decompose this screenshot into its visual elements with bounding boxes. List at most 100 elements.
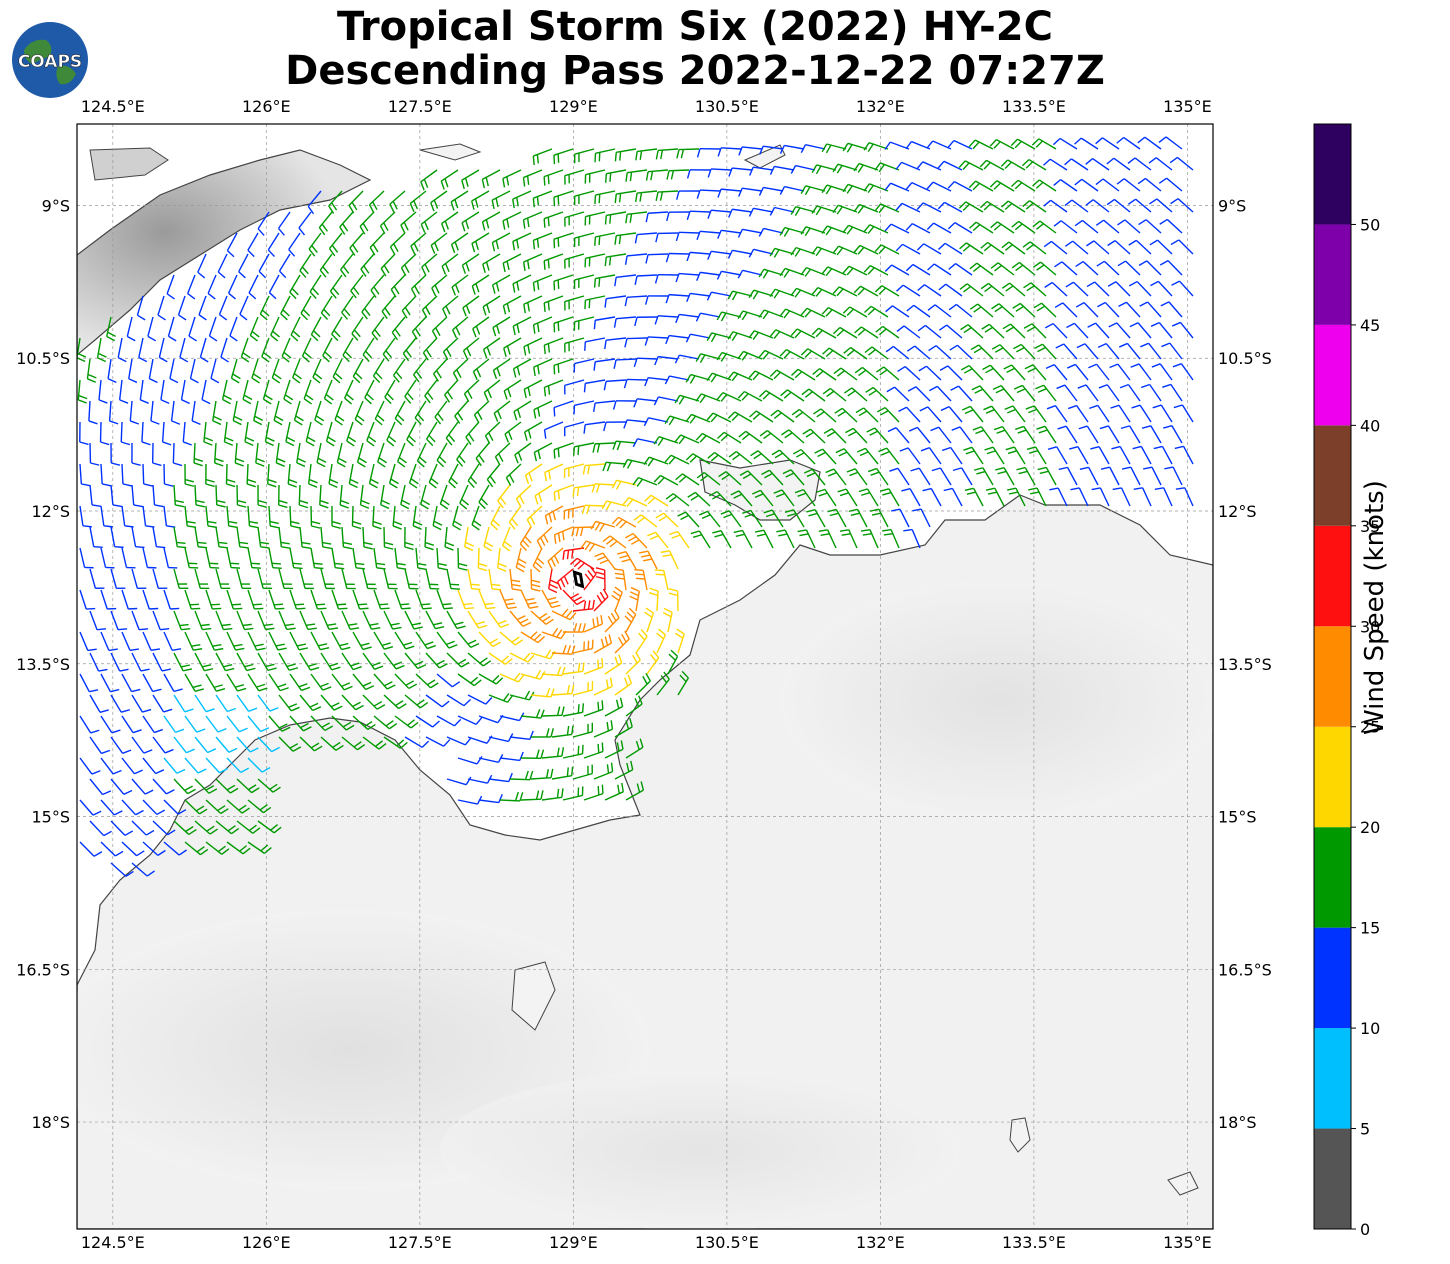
wind-barb — [415, 631, 436, 650]
wind-barb — [121, 463, 132, 487]
wind-barb — [422, 337, 438, 361]
wind-barb — [491, 190, 511, 210]
wind-barb — [163, 505, 176, 528]
wind-barb — [758, 227, 784, 237]
wind-barb — [675, 231, 700, 242]
wind-barb — [737, 350, 763, 361]
wind-barb — [1118, 301, 1141, 318]
wind-barb — [100, 757, 122, 775]
wind-barb — [821, 306, 847, 318]
wind-barb — [895, 161, 921, 171]
wind-barb — [471, 274, 490, 295]
wind-barb — [668, 588, 679, 612]
wind-barb — [1158, 136, 1183, 150]
wind-barb — [716, 392, 742, 402]
wind-barb — [173, 484, 185, 508]
wind-barb — [1023, 323, 1047, 339]
wind-barb — [676, 148, 700, 159]
wind-barb — [491, 274, 511, 294]
wind-barb — [316, 442, 327, 468]
wind-barb — [236, 610, 254, 631]
wind-barb — [947, 222, 973, 234]
wind-barb — [415, 715, 440, 728]
wind-barb — [1169, 156, 1194, 171]
wind-barb — [240, 337, 251, 363]
wind-barb — [979, 159, 1005, 171]
wind-barb — [526, 505, 543, 528]
wind-barb — [392, 358, 406, 383]
wind-barb — [184, 841, 209, 856]
wind-barb — [488, 772, 513, 783]
wind-barb — [320, 295, 333, 321]
wind-barb — [943, 487, 963, 507]
wind-barb — [131, 736, 153, 754]
wind-barb — [446, 568, 460, 590]
wind-barb — [625, 738, 644, 759]
wind-barb — [1032, 220, 1057, 234]
wind-barb — [635, 629, 648, 654]
wind-barb — [352, 715, 376, 731]
wind-barb — [309, 274, 322, 299]
wind-barb — [478, 484, 490, 510]
wind-barb — [1100, 466, 1120, 486]
wind-barb — [227, 274, 238, 300]
wind-barb — [457, 715, 483, 726]
wind-barb — [624, 532, 648, 549]
wind-barb — [184, 589, 201, 610]
wind-barb — [79, 463, 91, 487]
wind-barb — [205, 547, 220, 569]
wind-barb — [199, 337, 209, 363]
timor-island — [77, 149, 372, 356]
colorbar-bin — [1314, 324, 1351, 426]
wind-barb — [89, 610, 107, 631]
wind-barb — [362, 694, 386, 710]
wind-barb — [166, 274, 175, 300]
wind-barb — [372, 505, 382, 530]
wind-barb — [822, 347, 847, 360]
wind-barb — [800, 226, 826, 237]
wind-barb — [592, 400, 616, 413]
wind-barb — [643, 417, 669, 427]
wind-barb — [247, 757, 271, 773]
wind-barb — [106, 316, 116, 342]
wind-barb — [959, 283, 984, 297]
wind-barb — [221, 379, 232, 405]
wind-barb — [1097, 301, 1120, 318]
wind-barb — [984, 446, 1005, 465]
wind-barb — [467, 463, 480, 488]
wind-barb — [193, 442, 204, 467]
wind-barb — [402, 337, 417, 362]
wind-barb — [553, 316, 574, 333]
wind-barb — [380, 253, 396, 277]
wind-barb — [379, 211, 396, 235]
wind-barb — [152, 484, 164, 508]
title-line-2: Descending Pass 2022-12-22 07:27Z — [285, 48, 1105, 94]
wind-barb — [142, 841, 166, 856]
wind-barb — [394, 673, 418, 690]
wind-barb — [1054, 302, 1078, 318]
wind-barb — [602, 535, 627, 549]
wind-barb — [687, 491, 711, 507]
wind-barb — [1057, 425, 1078, 444]
wind-barb — [1108, 322, 1131, 339]
wind-barb — [653, 474, 679, 486]
wind-barb — [268, 505, 280, 529]
wind-barb — [604, 295, 627, 308]
wind-barb — [121, 589, 138, 610]
wind-barb — [509, 610, 532, 627]
wind-barb — [623, 419, 648, 429]
wind-barb — [1002, 323, 1026, 339]
wind-barb — [1098, 384, 1120, 402]
wind-barb — [1013, 343, 1036, 360]
wind-barb — [519, 526, 532, 552]
wind-barb — [939, 365, 963, 381]
wind-barb — [441, 253, 459, 275]
wind-barb — [283, 379, 294, 405]
wind-barb — [352, 589, 369, 610]
wind-barb — [247, 799, 272, 814]
wind-barb — [471, 190, 490, 210]
wind-barb — [1129, 322, 1152, 339]
wind-barb — [253, 400, 263, 426]
wind-barb — [1160, 301, 1183, 318]
wind-barb — [142, 547, 157, 569]
